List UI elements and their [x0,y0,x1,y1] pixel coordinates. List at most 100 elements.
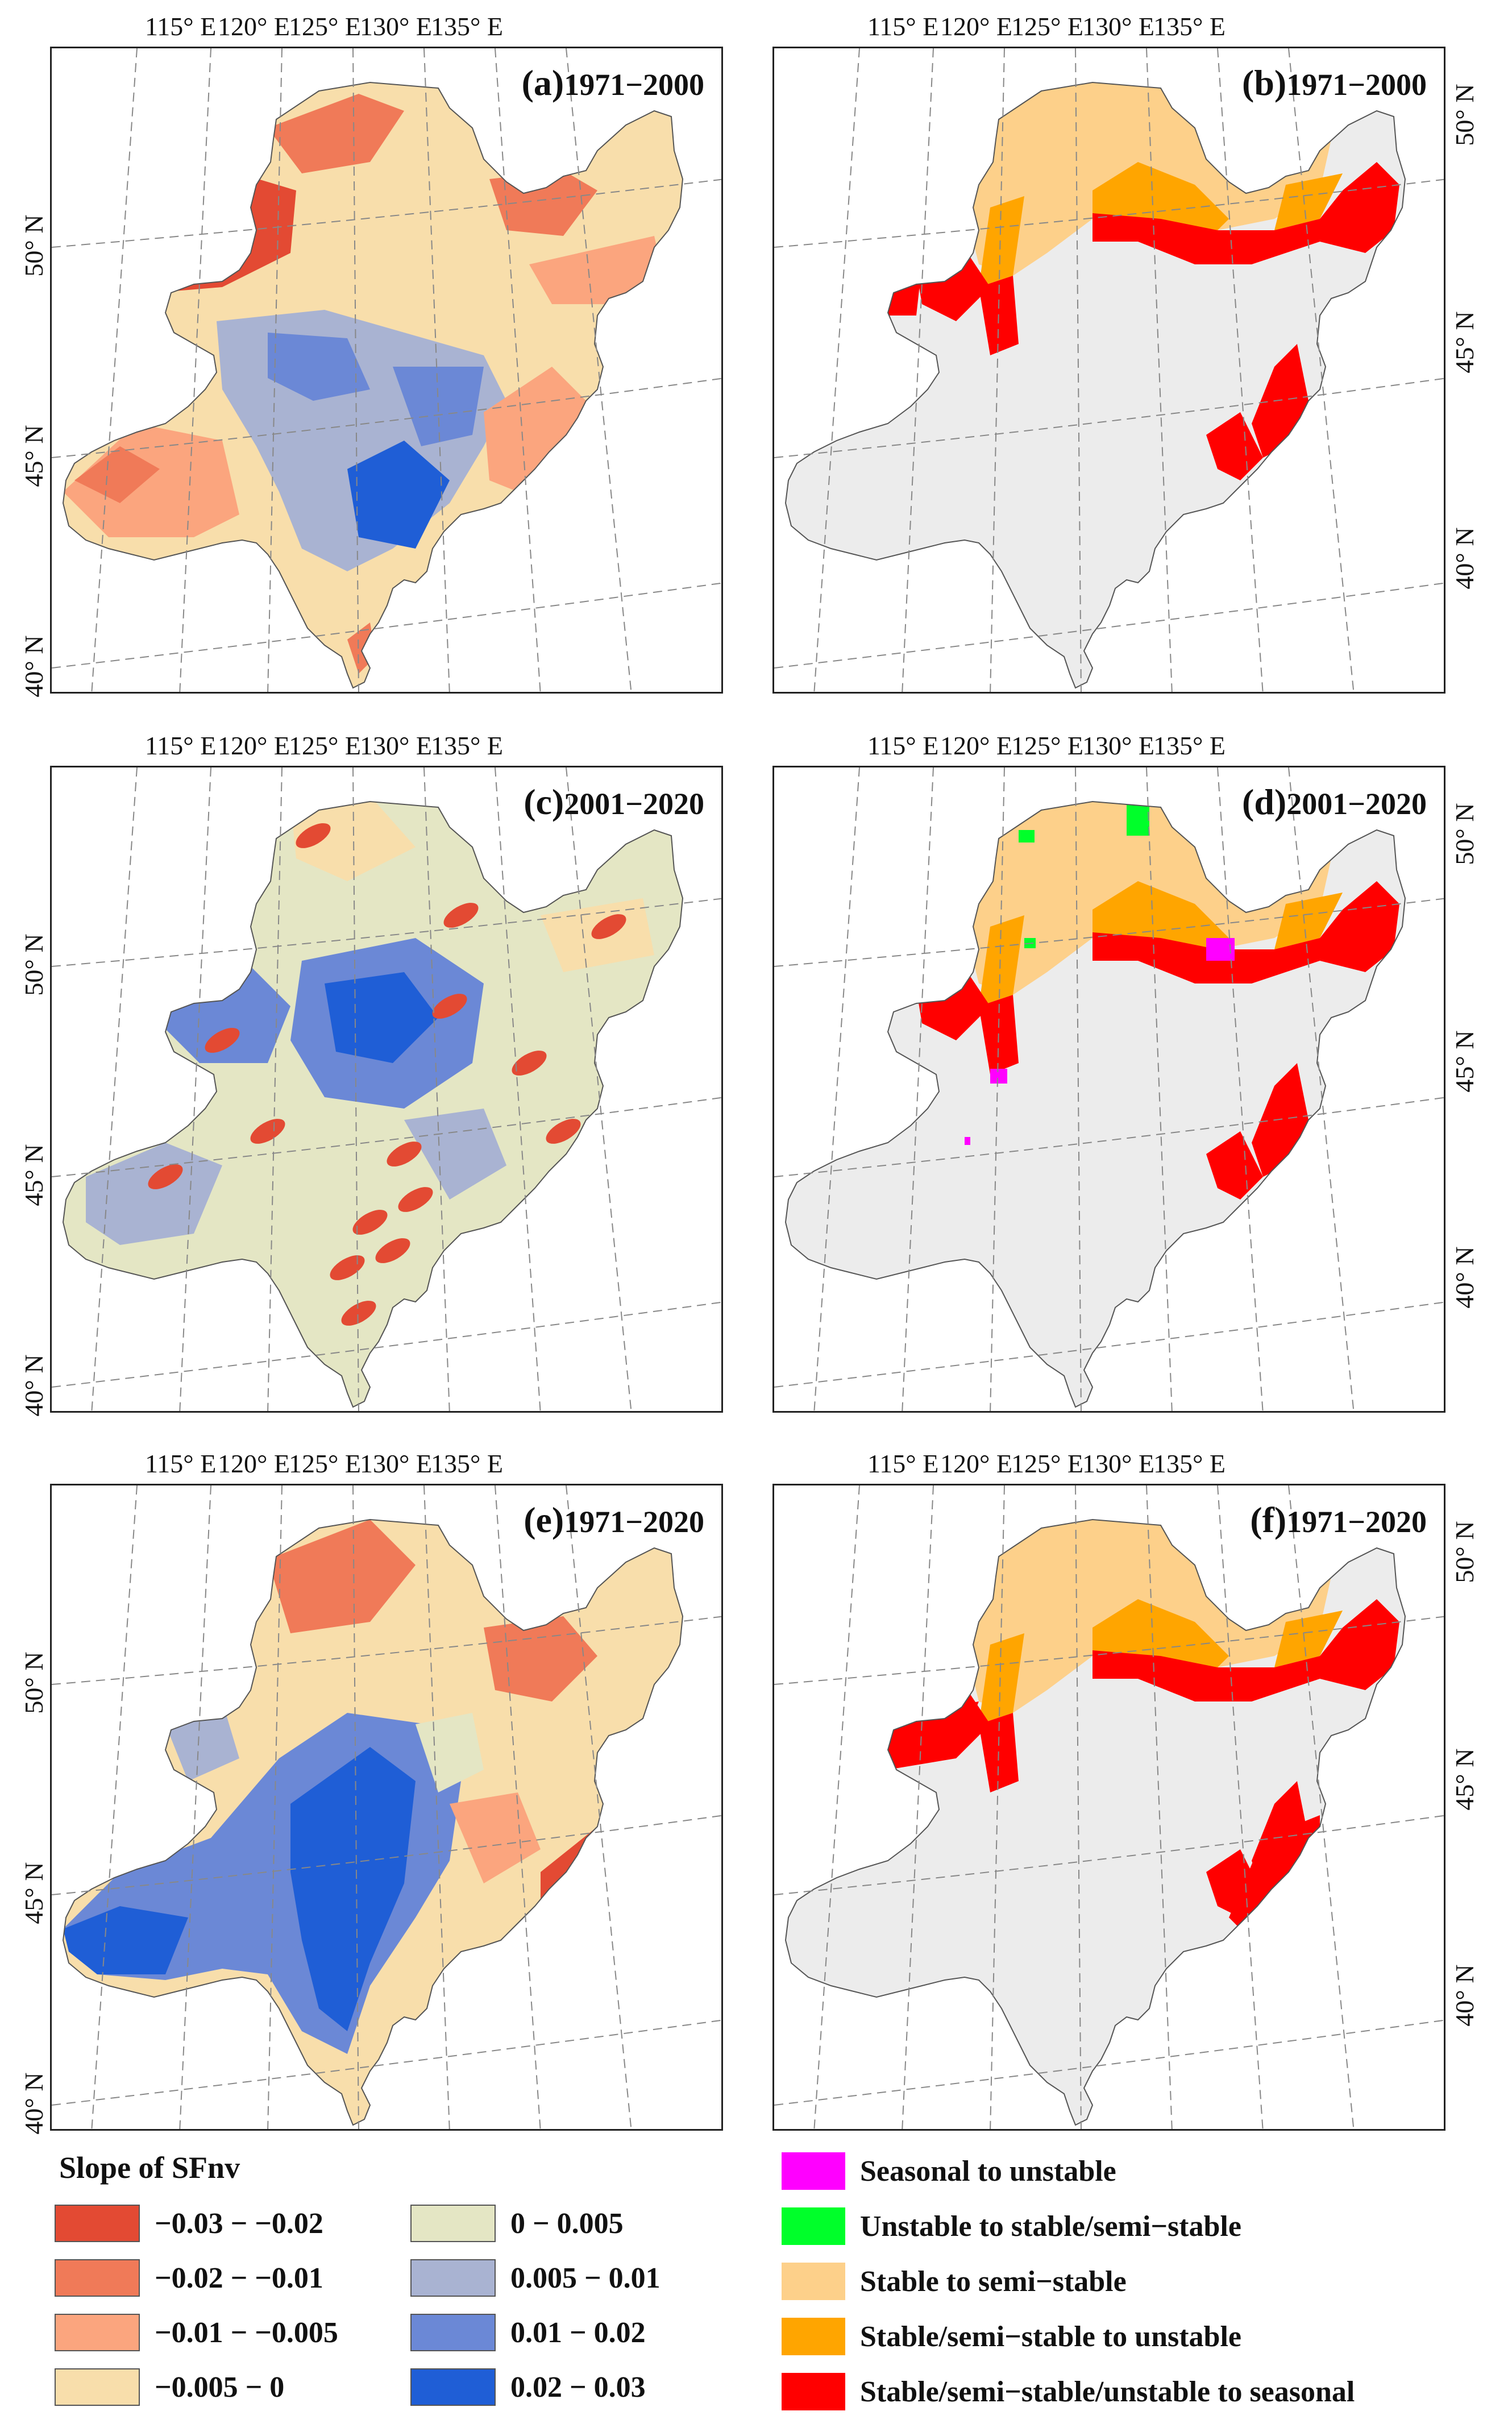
map-fill-f [786,1520,1405,2125]
panel-label-f: (f)1971−2020 [1250,1500,1427,1540]
region-map-c [52,767,721,1411]
lon-label: 125° E [1011,1449,1083,1478]
lat-label: 50° N [19,214,48,277]
graticule-e [52,1485,721,2129]
lon-label: 135° E [1153,1449,1226,1478]
panel-label-b: (b)1971−2000 [1242,63,1427,103]
map-panel-b: (b)1971−2000 [772,47,1445,694]
lat-label: 50° N [19,933,48,996]
region-boundary-e [62,1518,684,2126]
panel-label-d: (d)2001−2020 [1242,782,1427,822]
region-map-d [774,767,1444,1411]
lat-label: 40° N [1450,1964,1479,2027]
legend-label: Unstable to stable/semi−stable [860,2210,1241,2243]
lon-label: 130° E [360,12,432,41]
slope-legend-title: Slope of SFnv [59,2151,240,2185]
lon-label: 130° E [1082,731,1154,760]
map-panel-a: (a)1971−2000 [50,47,723,694]
slope-legend-item: −0.01 − −0.005 [55,2314,338,2351]
region-boundary-a [62,81,684,689]
lon-label: 135° E [431,731,503,760]
legend-label: Seasonal to unstable [860,2155,1116,2188]
lon-label: 135° E [431,1449,503,1478]
lon-label: 115° E [145,12,217,41]
legend-label: −0.01 − −0.005 [155,2316,338,2349]
region-map-e [52,1485,721,2129]
lon-label: 115° E [867,1449,939,1478]
lat-label: 45° N [1450,1748,1479,1811]
region-boundary-b [784,81,1406,689]
legend-swatch [782,2263,845,2300]
lon-label: 130° E [360,731,432,760]
map-panel-c: (c)2001−2020 [50,766,723,1413]
lat-label: 45° N [19,1144,48,1206]
lon-label: 120° E [940,12,1012,41]
legend-swatch [55,2368,140,2406]
lat-label: 40° N [19,1354,48,1417]
legend-swatch [410,2314,496,2351]
map-fill-b [786,82,1405,688]
lon-label: 115° E [145,731,217,760]
region-map-a [52,48,721,692]
lat-label: 40° N [1450,527,1479,590]
region-boundary-c [62,800,684,1408]
legend-label: 0 − 0.005 [510,2207,624,2240]
legend-swatch [410,2368,496,2406]
lon-label: 125° E [289,1449,361,1478]
region-boundary-d [784,800,1406,1408]
lat-label: 45° N [1450,311,1479,373]
lon-label: 115° E [145,1449,217,1478]
lon-label: 135° E [431,12,503,41]
map-fill-d [786,802,1405,1407]
legend-swatch [55,2314,140,2351]
map-panel-e: (e)1971−2020 [50,1484,723,2131]
lat-label: 45° N [19,1862,48,1924]
lat-label: 45° N [19,425,48,487]
lon-label: 125° E [289,12,361,41]
legend-label: Stable to semi−stable [860,2265,1127,2298]
lat-label: 40° N [1450,1246,1479,1309]
graticule-f [774,1485,1444,2129]
map-panel-f: (f)1971−2020 [772,1484,1445,2131]
lon-label: 115° E [867,731,939,760]
map-fill-c [63,802,683,1407]
lon-label: 115° E [867,12,939,41]
change-legend-item: Unstable to stable/semi−stable [782,2207,1241,2245]
region-map-f [774,1485,1444,2129]
lon-label: 120° E [218,1449,290,1478]
lon-label: 120° E [218,12,290,41]
legend-label: Stable/semi−stable/unstable to seasonal [860,2375,1355,2408]
map-fill-e [63,1520,683,2125]
legend-swatch [55,2259,140,2297]
lat-label: 50° N [19,1651,48,1714]
lat-label: 50° N [1450,803,1479,865]
panel-label-e: (e)1971−2020 [524,1500,704,1540]
slope-legend-item: −0.03 − −0.02 [55,2205,323,2242]
panel-label-c: (c)2001−2020 [524,782,704,822]
graticule-a [52,48,721,692]
change-legend-item: Seasonal to unstable [782,2152,1116,2190]
legend-label: 0.01 − 0.02 [510,2316,646,2349]
change-legend-item: Stable/semi−stable/unstable to seasonal [782,2373,1355,2410]
legend-label: −0.02 − −0.01 [155,2261,323,2294]
lon-label: 135° E [1153,731,1226,760]
legend-label: −0.03 − −0.02 [155,2207,323,2240]
lon-label: 125° E [1011,12,1083,41]
legend-label: Stable/semi−stable to unstable [860,2320,1241,2353]
change-legend-item: Stable to semi−stable [782,2263,1127,2300]
legend-swatch [782,2207,845,2245]
lon-label: 120° E [218,731,290,760]
lat-label: 40° N [19,635,48,698]
slope-legend-item: 0.005 − 0.01 [410,2259,661,2297]
legend-swatch [782,2318,845,2355]
lon-label: 120° E [940,731,1012,760]
map-fill-a [63,82,683,688]
lat-label: 40° N [19,2072,48,2135]
lat-label: 50° N [1450,1521,1479,1583]
lon-label: 125° E [1011,731,1083,760]
lon-label: 130° E [1082,12,1154,41]
lon-label: 125° E [289,731,361,760]
region-boundary-f [784,1518,1406,2126]
lon-label: 120° E [940,1449,1012,1478]
legend-swatch [782,2152,845,2190]
